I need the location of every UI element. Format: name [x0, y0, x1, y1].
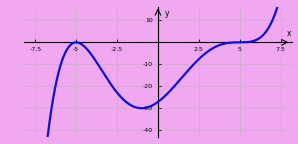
Text: x: x [286, 29, 291, 38]
Text: y: y [164, 9, 169, 18]
